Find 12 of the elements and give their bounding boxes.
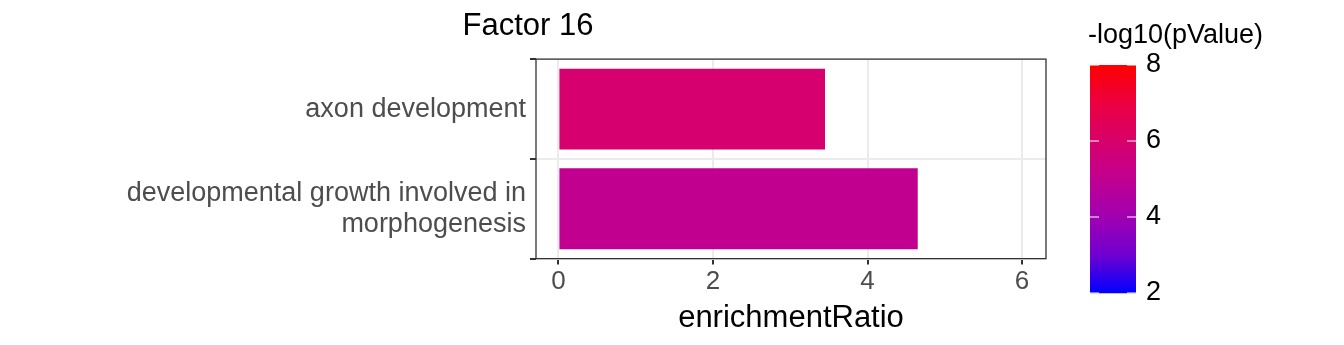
color-bar-label: 4	[1146, 200, 1162, 231]
y-tick-label: axon development	[305, 92, 527, 123]
color-bar-title: -log10(pValue)	[1088, 19, 1264, 49]
chart-title: Factor 16	[462, 7, 594, 43]
color-bar-label: 8	[1146, 48, 1162, 79]
x-tick-label: 4	[860, 265, 875, 296]
y-tick-label: developmental growth involved in morphogenesis	[126, 176, 526, 238]
color-bar-label: 6	[1146, 124, 1162, 155]
x-axis-title: enrichmentRatio	[678, 298, 904, 334]
x-tick-label: 6	[1014, 265, 1030, 296]
x-tick-label: 0	[551, 265, 566, 296]
x-tick-label: 2	[705, 265, 721, 296]
